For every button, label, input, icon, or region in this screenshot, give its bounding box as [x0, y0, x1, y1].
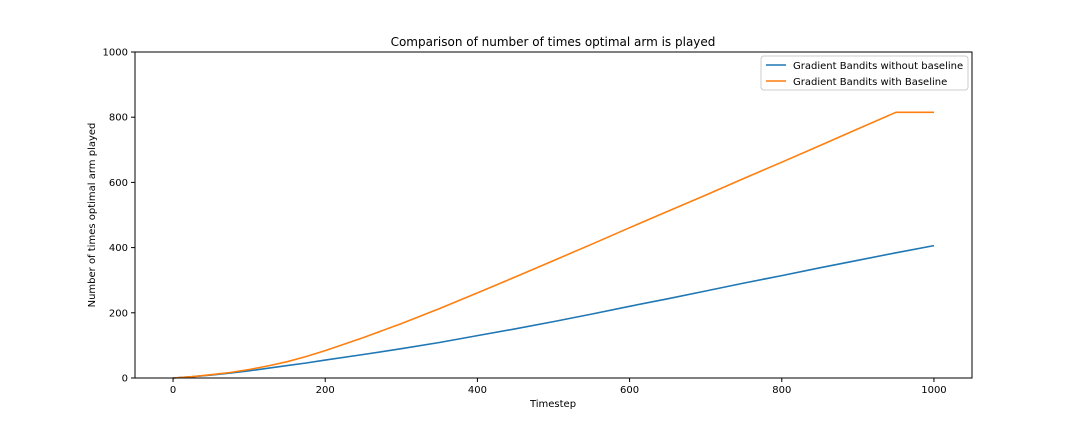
y-tick-label: 600	[109, 178, 128, 189]
series-line-1	[172, 111, 934, 379]
y-tick-label: 200	[109, 308, 128, 319]
plot-area	[172, 111, 935, 379]
legend-label-with-baseline: Gradient Bandits with Baseline	[793, 77, 947, 88]
legend-box	[760, 55, 969, 91]
y-tick-label: 400	[109, 243, 128, 254]
x-axis: 0 200 400 600 800 1000	[170, 378, 947, 396]
x-tick-label: 200	[316, 385, 335, 396]
x-tick-label: 600	[620, 385, 639, 396]
x-tick-label: 1000	[921, 385, 946, 396]
legend-label-without-baseline: Gradient Bandits without baseline	[793, 61, 963, 72]
series-line-0	[172, 244, 935, 379]
axes-frame	[134, 51, 973, 379]
x-tick-label: 0	[170, 385, 176, 396]
x-tick-label: 400	[468, 385, 487, 396]
x-tick-label: 800	[772, 385, 791, 396]
y-tick-label: 0	[122, 374, 128, 385]
y-axis: 0 200 400 600 800 1000	[103, 48, 135, 385]
chart-title: Comparison of number of times optimal ar…	[391, 35, 716, 49]
x-axis-label: Timestep	[529, 399, 576, 410]
y-axis-label: Number of times optimal arm played	[87, 123, 98, 308]
y-tick-label: 1000	[103, 48, 128, 59]
y-tick-label: 800	[109, 113, 128, 124]
legend: Gradient Bandits without baseline Gradie…	[760, 55, 969, 91]
